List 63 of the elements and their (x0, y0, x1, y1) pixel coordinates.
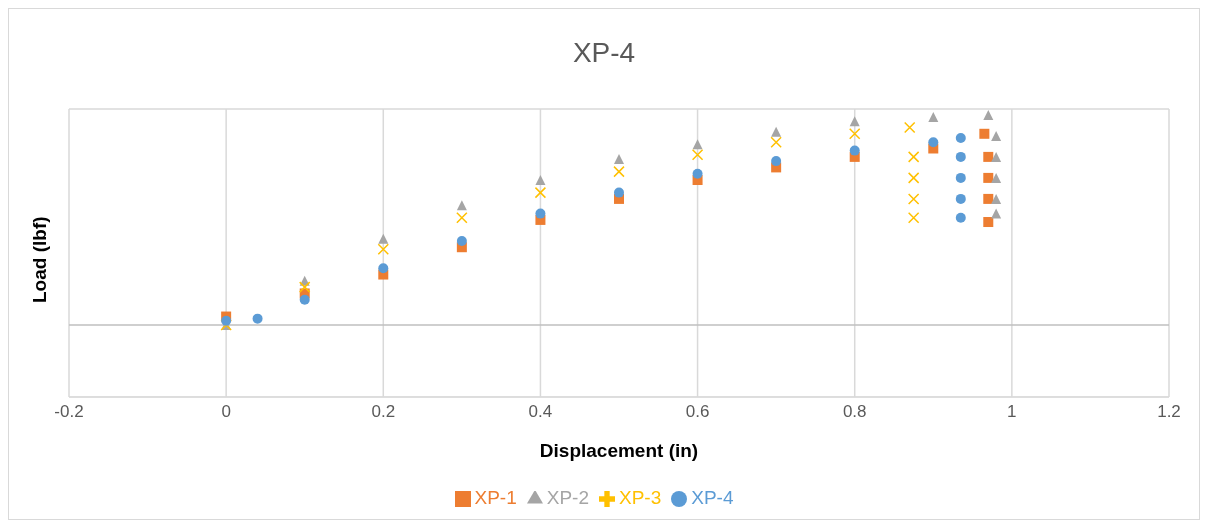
point (955, 151, 966, 162)
point (903, 121, 916, 134)
point (456, 212, 468, 224)
x-axis-title: Displacement (in) (539, 440, 699, 461)
point (983, 151, 994, 162)
point (456, 235, 467, 246)
point (955, 132, 966, 143)
point (907, 151, 920, 163)
point (991, 151, 1002, 162)
point (613, 165, 625, 178)
legend-label: XP-1 (474, 487, 517, 508)
point (771, 156, 782, 167)
point (983, 193, 994, 204)
point (770, 136, 782, 148)
x-tick-label: -0.2 (54, 402, 84, 422)
point (535, 175, 546, 185)
point (907, 212, 920, 224)
point (955, 212, 966, 223)
point (983, 109, 994, 120)
point (849, 116, 860, 127)
point (907, 172, 920, 184)
point (378, 233, 389, 244)
point (983, 172, 994, 183)
legend-label: XP-3 (619, 487, 662, 508)
legend-label: XP-4 (691, 487, 734, 508)
chart-title: XP-4 (571, 36, 637, 70)
legend-label: XP-2 (546, 487, 589, 508)
point (378, 263, 389, 274)
point (928, 137, 939, 148)
x-tick-label: 1.2 (1157, 402, 1181, 422)
x-tick-label: 0.6 (685, 402, 710, 422)
point (299, 294, 310, 305)
point (771, 126, 782, 137)
point (848, 128, 861, 140)
x-tick-label: 0.4 (528, 402, 553, 422)
point (692, 168, 703, 179)
point (614, 154, 624, 164)
point (221, 315, 232, 326)
point (377, 243, 390, 256)
x-tick-label: 1 (1007, 402, 1017, 422)
point (991, 130, 1002, 141)
point (955, 172, 966, 183)
x-tick-label: 0 (221, 402, 231, 422)
point (691, 149, 704, 161)
point (298, 281, 311, 293)
point (692, 139, 703, 150)
point (535, 208, 546, 219)
point (991, 193, 1002, 204)
point (979, 128, 990, 139)
x-tick-label: 0.2 (371, 402, 396, 422)
point (955, 193, 966, 204)
point (456, 200, 467, 211)
x-tick-label: 0.8 (842, 402, 867, 422)
point (534, 186, 547, 199)
point (614, 187, 624, 198)
point (928, 111, 939, 122)
point (252, 313, 263, 324)
point (849, 145, 860, 156)
point (983, 217, 994, 228)
point (991, 172, 1002, 183)
y-axis-title: Load (lbf) (28, 216, 50, 303)
point (991, 208, 1002, 219)
point (907, 193, 920, 205)
